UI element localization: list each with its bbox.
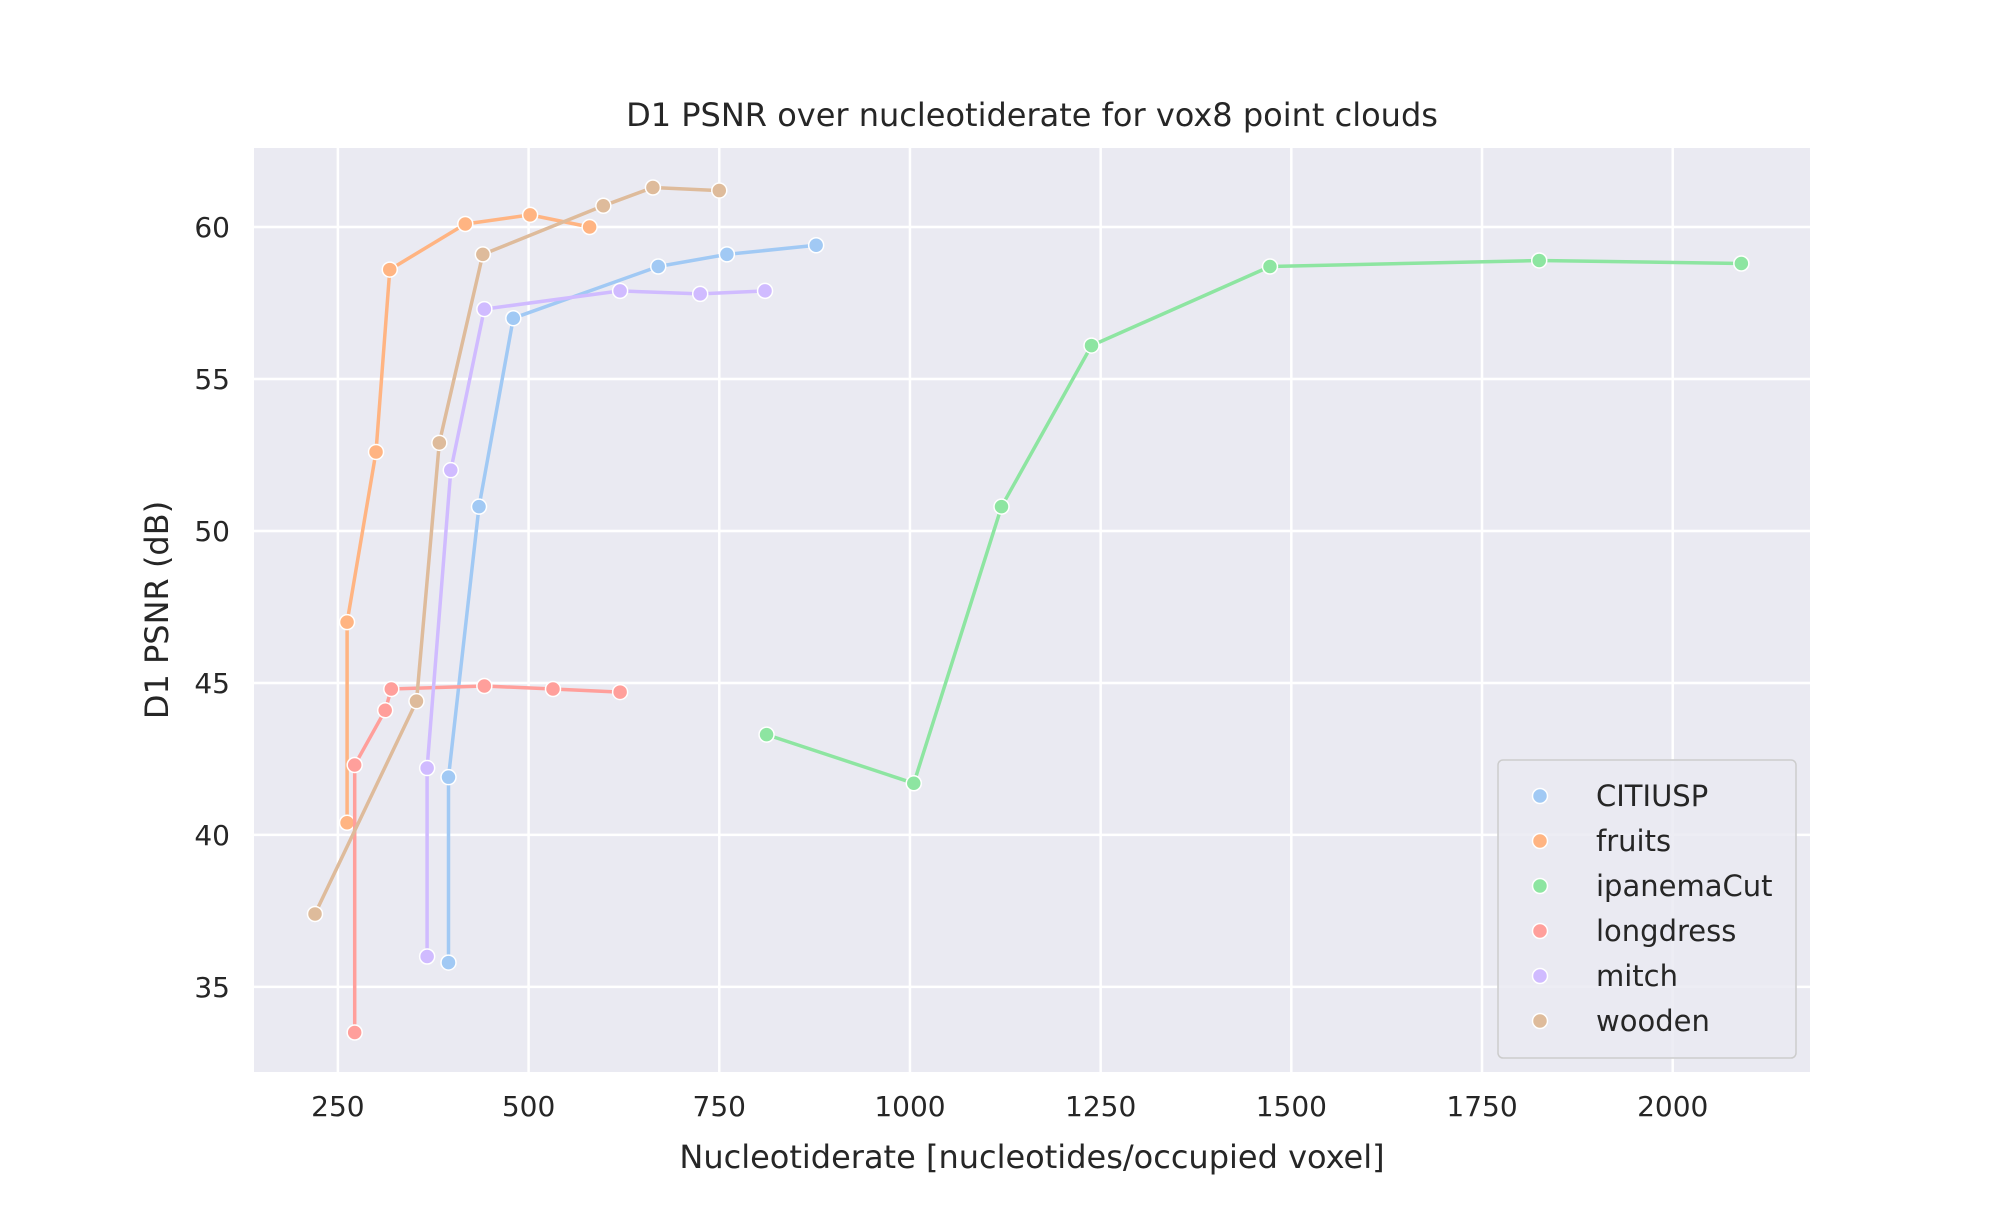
- data-point: [521, 206, 539, 224]
- series-fruits: [338, 206, 598, 832]
- legend-label: mitch: [1596, 959, 1678, 993]
- data-point: [1530, 252, 1548, 269]
- data-point: [756, 282, 774, 300]
- y-tick-label: 45: [194, 667, 230, 700]
- data-point: [476, 300, 493, 318]
- tick-labels: 250 500 750 1000 1250 1500 1750 2000 35 40 45 50 55 6…: [194, 211, 1708, 1123]
- legend-label: longdress: [1596, 914, 1736, 948]
- data-point: [644, 179, 662, 196]
- data-point: [418, 948, 436, 965]
- data-point: [440, 768, 457, 786]
- x-tick-label: 1500: [1256, 1090, 1327, 1123]
- data-point: [367, 443, 385, 461]
- y-tick-label: 60: [194, 211, 230, 244]
- legend-marker: [1531, 877, 1549, 895]
- y-axis-label: D1 PSNR (dB): [138, 501, 176, 719]
- data-point: [440, 954, 457, 971]
- data-point: [418, 759, 436, 777]
- data-point: [408, 692, 425, 710]
- legend-marker: [1531, 832, 1549, 850]
- data-point: [691, 285, 709, 303]
- data-point: [650, 258, 667, 275]
- data-point: [383, 680, 400, 698]
- data-point: [457, 215, 474, 233]
- x-tick-label: 2000: [1637, 1090, 1708, 1123]
- x-tick-label: 250: [311, 1090, 364, 1123]
- x-tick-label: 1000: [874, 1090, 945, 1123]
- data-point: [376, 702, 394, 719]
- legend-label: wooden: [1596, 1004, 1710, 1038]
- x-tick-label: 500: [502, 1090, 555, 1123]
- data-point: [381, 261, 399, 278]
- series-group: [306, 179, 1750, 1041]
- y-tick-label: 55: [194, 363, 230, 396]
- data-point: [1083, 337, 1100, 354]
- series-mitch: [418, 282, 774, 965]
- data-point: [306, 905, 324, 923]
- data-point: [581, 218, 598, 236]
- data-point: [505, 309, 522, 327]
- data-point: [470, 498, 488, 515]
- legend-marker: [1531, 787, 1549, 805]
- y-tick-label: 40: [194, 819, 230, 852]
- data-point: [758, 726, 775, 743]
- data-point: [711, 182, 728, 199]
- data-point: [442, 461, 460, 479]
- data-point: [474, 246, 492, 263]
- x-tick-label: 1750: [1446, 1090, 1517, 1123]
- data-point: [611, 683, 629, 701]
- legend: CITIUSP fruits ipanemaCut longdress mitch woo…: [1497, 759, 1797, 1059]
- data-point: [993, 498, 1010, 515]
- series-CITIUSP: [440, 237, 825, 971]
- data-point: [338, 613, 356, 631]
- legend-label: fruits: [1596, 824, 1671, 858]
- legend-marker: [1531, 967, 1549, 985]
- legend-box: [1497, 759, 1797, 1059]
- legend-marker: [1531, 1012, 1549, 1030]
- legend-label: CITIUSP: [1596, 779, 1708, 813]
- data-point: [1261, 258, 1279, 275]
- series-wooden: [306, 179, 728, 923]
- data-point: [338, 814, 356, 832]
- data-point: [905, 775, 923, 792]
- series-ipanemaCut: [758, 252, 1750, 792]
- legend-label: ipanemaCut: [1596, 869, 1772, 903]
- y-tick-label: 35: [194, 971, 230, 1004]
- chart-title: D1 PSNR over nucleotiderate for vox8 poi…: [626, 96, 1438, 134]
- data-point: [346, 1024, 363, 1041]
- legend-marker: [1531, 922, 1549, 940]
- data-point: [611, 282, 629, 300]
- data-point: [476, 677, 493, 695]
- data-point: [1733, 255, 1750, 272]
- data-point: [431, 434, 448, 452]
- y-tick-label: 50: [194, 515, 230, 548]
- x-tick-label: 1250: [1065, 1090, 1136, 1123]
- x-tick-label: 750: [693, 1090, 746, 1123]
- data-point: [718, 246, 736, 263]
- data-point: [346, 756, 363, 774]
- x-axis-label: Nucleotiderate [nucleotides/occupied vox…: [679, 1138, 1384, 1176]
- series-longdress: [346, 677, 629, 1041]
- data-point: [544, 680, 562, 698]
- data-point: [807, 237, 825, 254]
- data-point: [595, 197, 612, 214]
